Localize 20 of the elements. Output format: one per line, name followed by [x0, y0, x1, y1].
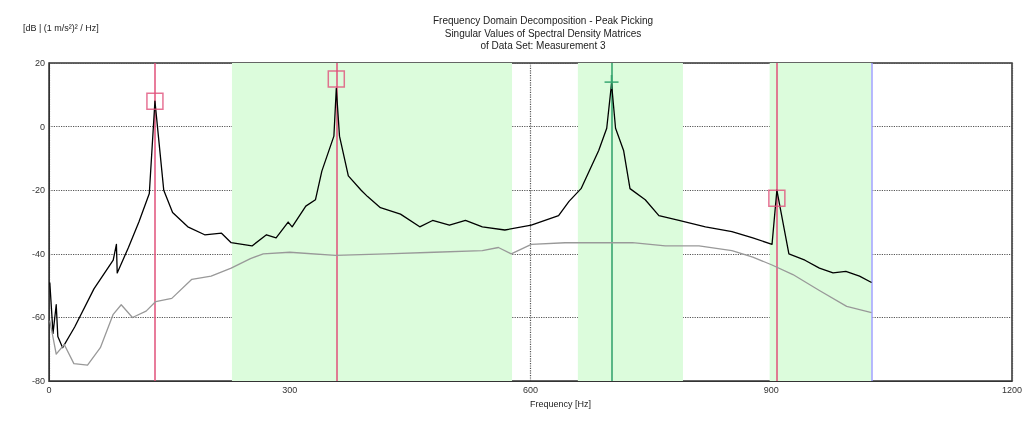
x-tick-label: 300 [282, 384, 298, 395]
y-tick-label: 20 [34, 58, 45, 68]
x-axis-title: Frequency [Hz] [529, 398, 592, 409]
y-tick-label: -20 [31, 185, 45, 196]
point [604, 75, 619, 90]
line-series [49, 242, 873, 366]
chart-title: Frequency Domain Decomposition - Peak Picking [432, 14, 654, 26]
point [768, 189, 786, 207]
point [327, 70, 346, 88]
y-tick-label: 0 [39, 121, 45, 132]
y-axis-title: [dB | (1 m/s²)² / Hz] [23, 22, 99, 33]
x-tick-label: 900 [763, 384, 779, 395]
chart-subtitle: Singular Values of Spectral Density Matrices of Data Set: Measurement 3 [444, 27, 642, 51]
x-tick-label: 0 [46, 384, 52, 395]
x-tick-label: 600 [522, 384, 539, 395]
point [146, 92, 164, 110]
y-tick-label: -80 [31, 376, 45, 387]
x-tick-label: 1200 [1001, 384, 1022, 395]
y-tick-label: -40 [31, 248, 45, 259]
y-tick-label: -60 [31, 312, 45, 323]
